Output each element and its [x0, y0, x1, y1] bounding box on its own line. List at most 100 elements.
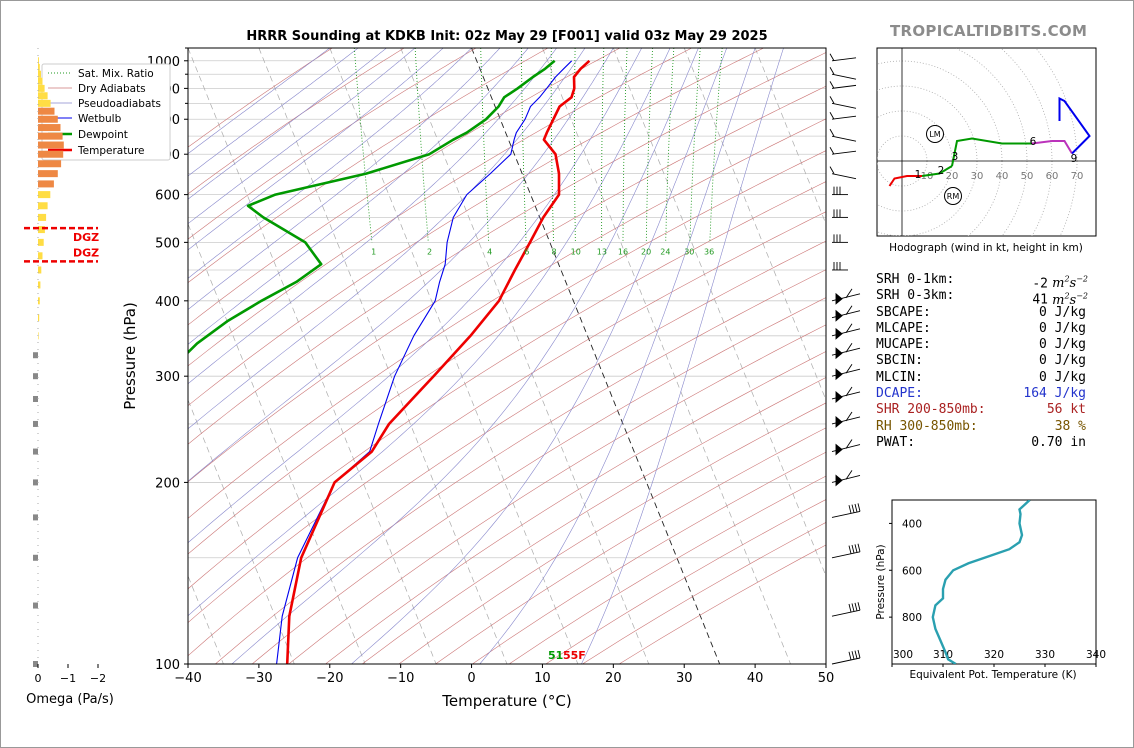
theta-e-ylabel: Pressure (hPa): [875, 544, 887, 619]
legend-temperature: Temperature: [77, 145, 145, 157]
y-tick-label: 300: [155, 370, 180, 385]
pseudoadiabat: [188, 48, 359, 177]
omega-bar: [38, 132, 63, 140]
x-tick-label: −40: [174, 671, 201, 686]
wind-barb: [831, 602, 861, 617]
x-tick-label: −30: [245, 671, 272, 686]
mixing-ratio-label: 6: [524, 248, 529, 257]
isotherm: [754, 48, 826, 225]
x-tick-label: −20: [316, 671, 343, 686]
theta-e-xlabel: Equivalent Pot. Temperature (K): [909, 669, 1076, 681]
dry-adiabat: [362, 377, 826, 664]
hodograph-segment: [888, 175, 922, 187]
x-tick-label: −10: [387, 671, 414, 686]
index-row: PWAT: 0.70 in: [876, 435, 1096, 451]
mixing-ratio-line: [353, 48, 373, 243]
wind-barb: [829, 146, 857, 155]
omega-bar: [38, 281, 41, 289]
isotherm: [400, 48, 650, 664]
pseudoadiabat: [188, 48, 642, 544]
pseudoadiabat: [479, 48, 756, 664]
omega-bar: [38, 213, 47, 221]
index-value: 164 J/kg: [1023, 386, 1086, 402]
mixing-ratio-line: [601, 48, 605, 243]
skewt-ylabel: Pressure (hPa): [121, 302, 139, 410]
index-row: MLCIN: 0 J/kg: [876, 370, 1096, 386]
hodograph-segment: [1058, 96, 1091, 155]
legend-mix-ratio: Sat. Mix. Ratio: [78, 68, 154, 80]
index-label: SHR 200-850mb:: [876, 402, 986, 418]
hodograph-ring-label: 20: [946, 171, 959, 182]
omega-panel: 0 −1 −2 DGZ DGZ: [24, 48, 106, 685]
legend-pseudoadiabats: Pseudoadiabats: [78, 98, 161, 110]
wind-barb: [829, 53, 857, 62]
index-row: SRH 0-3km: 41 m2s−2: [876, 288, 1096, 307]
wind-barb: [831, 503, 861, 518]
omega-bar: [38, 314, 40, 322]
omega-bar: [33, 448, 38, 455]
y-tick-label: 400: [155, 295, 180, 310]
wind-barb: [829, 128, 857, 142]
omega-bar: [33, 420, 38, 427]
omega-bar: [38, 150, 64, 158]
isotherm: [542, 48, 791, 664]
omega-bar: [38, 99, 51, 107]
index-unit: m2s−2: [1047, 291, 1088, 308]
isotherm: [188, 48, 437, 664]
index-label: SBCAPE:: [876, 304, 931, 320]
brand-watermark: TROPICALTIDBITS.COM: [890, 22, 1088, 40]
index-value: 41 m2s−2: [1032, 291, 1088, 308]
mixing-ratio-label: 10: [571, 248, 581, 257]
theta-e-plot-area: [891, 499, 1097, 665]
pseudoadiabat: [188, 48, 416, 225]
omega-tick-label: −1: [60, 672, 76, 685]
theta-x-tick-label: 340: [1086, 649, 1106, 661]
wind-barb: [829, 112, 857, 120]
dgz-label: DGZ: [73, 231, 99, 244]
mixing-ratio-label: 16: [618, 248, 628, 257]
mixing-ratio-label: 1: [371, 248, 376, 257]
isotherm: [188, 399, 295, 664]
mixing-ratio-label: 20: [641, 248, 651, 257]
theta-y-tick-label: 400: [902, 518, 922, 530]
omega-bar: [38, 202, 48, 210]
isotherm: [188, 223, 366, 664]
omega-bar: [38, 70, 41, 78]
omega-bar: [33, 514, 38, 521]
index-value: 0.70 in: [1031, 434, 1086, 450]
surface-dewpoint-label: 51: [548, 649, 563, 662]
omega-tick-label: 0: [35, 672, 42, 685]
wind-barb: [831, 288, 861, 305]
series-dewpoint: [188, 59, 556, 355]
omega-bar: [33, 479, 38, 486]
index-row: RH 300-850mb: 38 %: [876, 419, 1096, 435]
dry-adiabat: [188, 211, 826, 624]
omega-tick-label: −2: [90, 672, 106, 685]
dgz-label: DGZ: [73, 246, 99, 259]
omega-bar: [38, 124, 61, 132]
dry-adiabat: [188, 48, 621, 326]
hodograph-ring-label: 10: [921, 171, 934, 182]
wind-barb: [831, 305, 861, 322]
theta-y-tick-label: 800: [902, 612, 922, 624]
y-tick-label: 600: [155, 189, 180, 204]
theta-x-tick-label: 300: [893, 649, 913, 661]
series-wetbulb: [276, 60, 573, 664]
omega-bar: [33, 373, 38, 380]
index-row: SBCAPE: 0 J/kg: [876, 305, 1096, 321]
hodograph: 10 20 30 40 50 60 70 1 23 6 9 LM RM: [877, 48, 1096, 236]
wind-barb: [831, 439, 861, 456]
x-tick-label: 10: [534, 671, 551, 686]
index-label: MLCAPE:: [876, 320, 931, 336]
skewt-axes: 1 2 4 6 8 10 13 16 20 24 30 36−40 −30 −20 −10 0 10 20 30 40…: [147, 47, 834, 686]
omega-bar: [38, 170, 58, 178]
theta-x-tick-label: 330: [1035, 649, 1055, 661]
mixing-ratio-line: [622, 48, 628, 243]
index-label: MUCAPE:: [876, 337, 931, 353]
index-value: 56 kt: [1046, 402, 1086, 418]
wind-barb: [831, 323, 861, 340]
wind-barb: [829, 96, 857, 109]
wind-barb: [831, 386, 861, 403]
pseudoadiabat: [188, 48, 472, 279]
